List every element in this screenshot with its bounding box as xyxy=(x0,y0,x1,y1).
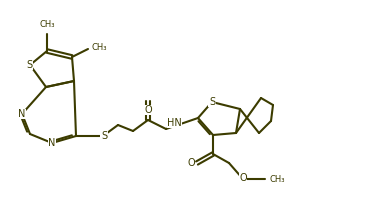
Text: O: O xyxy=(187,158,195,168)
Text: CH₃: CH₃ xyxy=(269,174,285,184)
Text: O: O xyxy=(144,105,152,115)
Text: N: N xyxy=(18,109,26,119)
Text: S: S xyxy=(101,131,107,141)
Text: S: S xyxy=(209,97,215,107)
Text: HN: HN xyxy=(167,118,182,128)
Text: O: O xyxy=(239,173,247,183)
Text: N: N xyxy=(48,138,56,148)
Text: CH₃: CH₃ xyxy=(92,43,107,53)
Text: S: S xyxy=(26,60,32,70)
Text: CH₃: CH₃ xyxy=(39,20,55,29)
